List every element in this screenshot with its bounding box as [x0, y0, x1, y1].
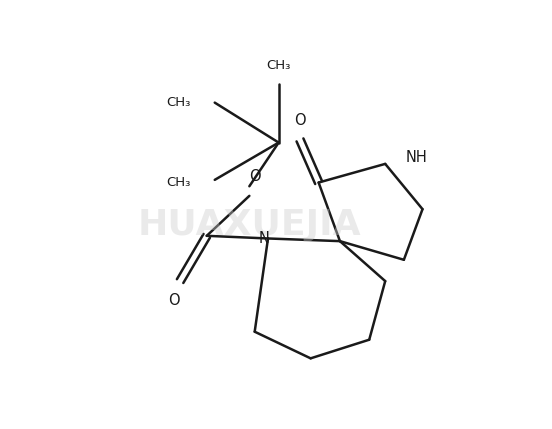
Text: CH₃: CH₃: [166, 176, 191, 189]
Text: CH₃: CH₃: [166, 96, 191, 109]
Text: O: O: [168, 293, 179, 308]
Text: O: O: [294, 113, 306, 128]
Text: N: N: [258, 231, 269, 246]
Text: CH₃: CH₃: [267, 59, 291, 72]
Text: HUAXUEJIA: HUAXUEJIA: [137, 208, 361, 242]
Text: NH: NH: [406, 150, 427, 165]
Text: O: O: [249, 169, 261, 184]
